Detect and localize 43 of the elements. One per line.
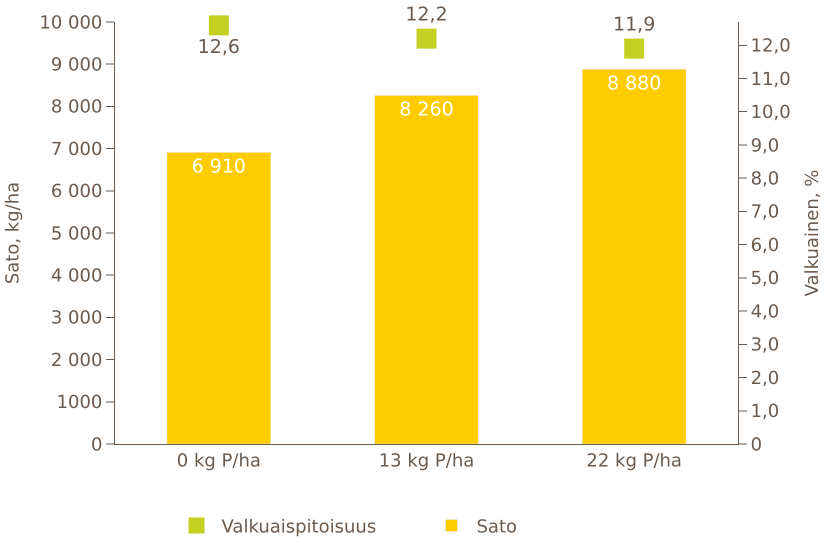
y-tick-label: 9 000	[50, 54, 102, 76]
y-tick-label: 6 000	[50, 181, 102, 202]
y-axis-title: Sato, kg/ha	[2, 182, 24, 284]
point	[416, 28, 436, 49]
legend-label: Sato	[476, 516, 518, 538]
y-tick-label: 5 000	[50, 223, 102, 244]
x-tick-label: 13 kg P/ha	[378, 450, 474, 472]
point	[624, 38, 644, 59]
y-tick-label: 2 000	[50, 350, 102, 371]
y2-tick-label: 1,0	[750, 401, 780, 422]
bar	[166, 152, 271, 444]
y2-tick-label: 2,0	[750, 368, 780, 389]
y-tick-label: 7 000	[50, 138, 102, 160]
bar	[374, 95, 479, 444]
y-tick-label: 1000	[56, 392, 102, 414]
y2-tick-label: 10,0	[750, 102, 791, 124]
y2-tick-label: 0	[750, 434, 762, 456]
bar	[582, 69, 686, 444]
data-label: 8 880	[606, 72, 662, 94]
y-tick-label: 3 000	[50, 308, 102, 329]
y2-axis-title: Valkuainen, %	[802, 170, 823, 296]
x-tick-label: 22 kg P/ha	[586, 450, 682, 472]
y2-tick-label: 8,0	[750, 168, 780, 190]
y2-tick-label: 4,0	[750, 301, 780, 322]
point	[208, 15, 229, 36]
data-label: 12,6	[198, 36, 240, 58]
y-tick-label: 4 000	[50, 266, 102, 286]
y2-tick-label: 12,0	[750, 36, 791, 57]
y2-tick-label: 11,0	[750, 68, 791, 90]
y2-tick-label: 7,0	[750, 202, 780, 223]
data-label: 8 260	[399, 98, 454, 120]
y-tick-label: 8 000	[50, 96, 102, 118]
y2-tick-label: 5,0	[750, 268, 780, 290]
legend-label: Valkuaispitoisuus	[222, 516, 376, 538]
x-tick-label: 0 kg P/ha	[176, 450, 261, 472]
y2-tick-label: 9,0	[750, 135, 780, 156]
y-tick-label: 0	[90, 434, 102, 456]
data-label: 12,2	[405, 3, 448, 26]
y2-tick-label: 6,0	[750, 234, 780, 256]
y-tick-label: 10 000	[39, 12, 102, 34]
y2-tick-label: 3,0	[750, 334, 780, 356]
data-label: 6 910	[192, 155, 246, 178]
data-label: 11,9	[613, 13, 656, 36]
